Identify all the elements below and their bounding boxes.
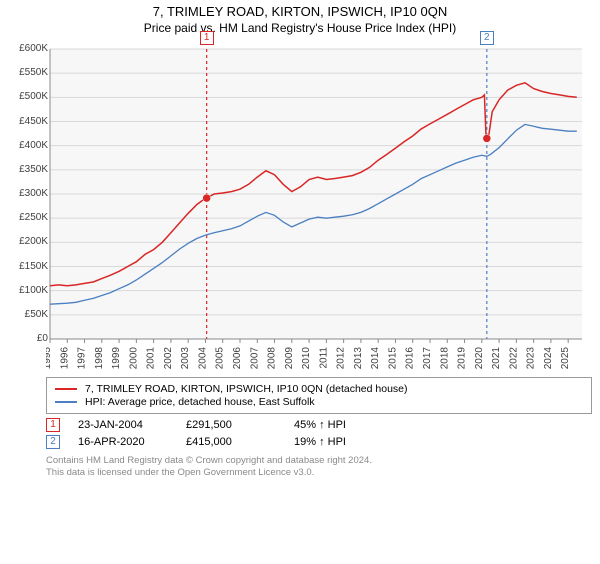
chart-subtitle: Price paid vs. HM Land Registry's House … <box>0 21 600 35</box>
legend-item: HPI: Average price, detached house, East… <box>55 396 583 408</box>
x-axis-label: 1995 <box>46 347 53 370</box>
legend-swatch <box>55 388 77 390</box>
x-axis-label: 2020 <box>474 347 485 370</box>
x-axis-label: 2018 <box>439 347 450 370</box>
y-axis-label: £400K <box>19 140 48 151</box>
x-axis-label: 1997 <box>77 347 88 370</box>
legend-label: HPI: Average price, detached house, East… <box>85 396 315 408</box>
datapoint-index-box: 1 <box>46 418 60 432</box>
x-axis-label: 2006 <box>232 347 243 370</box>
y-axis-label: £50K <box>25 309 48 320</box>
datapoint-delta: 45% ↑ HPI <box>294 419 384 431</box>
x-axis-label: 2001 <box>146 347 157 370</box>
chart-area: 1995 1996 1997 1998 1999 2000 2001 2002 2003 2004… <box>46 41 592 371</box>
x-axis-label: 2008 <box>267 347 278 370</box>
vline-marker-2: 2 <box>480 31 494 45</box>
x-axis-label: 2019 <box>457 347 468 370</box>
x-axis-label: 1998 <box>94 347 105 370</box>
y-axis-label: £250K <box>19 212 48 223</box>
x-axis-label: 1996 <box>59 347 70 370</box>
chart-title: 7, TRIMLEY ROAD, KIRTON, IPSWICH, IP10 0… <box>0 4 600 19</box>
x-axis-label: 2024 <box>543 347 554 370</box>
data-marker <box>203 194 211 202</box>
x-axis-label: 2022 <box>508 347 519 370</box>
x-axis-label: 2004 <box>197 347 208 370</box>
y-axis-label: £200K <box>19 236 48 247</box>
x-axis-label: 2012 <box>336 347 347 370</box>
y-axis-label: £550K <box>19 67 48 78</box>
datapoint-date: 23-JAN-2004 <box>78 419 168 431</box>
y-axis-label: £350K <box>19 164 48 175</box>
y-axis-label: £300K <box>19 188 48 199</box>
data-marker <box>483 134 491 142</box>
y-axis-label: £500K <box>19 91 48 102</box>
datapoint-index-box: 2 <box>46 435 60 449</box>
x-axis-label: 2016 <box>405 347 416 370</box>
y-axis-label: £150K <box>19 261 48 272</box>
datapoint-price: £291,500 <box>186 419 276 431</box>
x-axis-label: 2025 <box>560 347 571 370</box>
x-axis-label: 2007 <box>249 347 260 370</box>
legend: 7, TRIMLEY ROAD, KIRTON, IPSWICH, IP10 0… <box>46 377 592 414</box>
legend-label: 7, TRIMLEY ROAD, KIRTON, IPSWICH, IP10 0… <box>85 383 408 395</box>
x-axis-label: 2009 <box>284 347 295 370</box>
datapoint-row: 2 16-APR-2020 £415,000 19% ↑ HPI <box>46 435 592 449</box>
footer-attribution: Contains HM Land Registry data © Crown c… <box>46 455 592 480</box>
datapoint-row: 1 23-JAN-2004 £291,500 45% ↑ HPI <box>46 418 592 432</box>
x-axis-label: 2002 <box>163 347 174 370</box>
x-axis-label: 2011 <box>318 347 329 369</box>
legend-swatch <box>55 401 77 403</box>
datapoint-date: 16-APR-2020 <box>78 436 168 448</box>
x-axis-label: 2013 <box>353 347 364 370</box>
x-axis-label: 2014 <box>370 347 381 370</box>
x-axis-label: 2003 <box>180 347 191 370</box>
x-axis-label: 2005 <box>215 347 226 370</box>
y-axis-label: £0 <box>37 333 48 344</box>
datapoint-table: 1 23-JAN-2004 £291,500 45% ↑ HPI 2 16-APR-202… <box>46 418 592 449</box>
vline-marker-1: 1 <box>200 31 214 45</box>
x-axis-label: 2021 <box>491 347 502 370</box>
datapoint-price: £415,000 <box>186 436 276 448</box>
y-axis-label: £450K <box>19 116 48 127</box>
line-chart: 1995 1996 1997 1998 1999 2000 2001 2002 2003 2004… <box>46 41 586 371</box>
y-axis-label: £600K <box>19 43 48 54</box>
x-axis-label: 2000 <box>128 347 139 370</box>
footer-line-1: Contains HM Land Registry data © Crown c… <box>46 455 592 467</box>
x-axis-label: 2010 <box>301 347 312 370</box>
datapoint-delta: 19% ↑ HPI <box>294 436 384 448</box>
x-axis-label: 2015 <box>387 347 398 370</box>
legend-item: 7, TRIMLEY ROAD, KIRTON, IPSWICH, IP10 0… <box>55 383 583 395</box>
y-axis-label: £100K <box>19 285 48 296</box>
footer-line-2: This data is licensed under the Open Gov… <box>46 467 592 479</box>
x-axis-label: 2017 <box>422 347 433 370</box>
x-axis-label: 1999 <box>111 347 122 370</box>
x-axis-label: 2023 <box>526 347 537 370</box>
